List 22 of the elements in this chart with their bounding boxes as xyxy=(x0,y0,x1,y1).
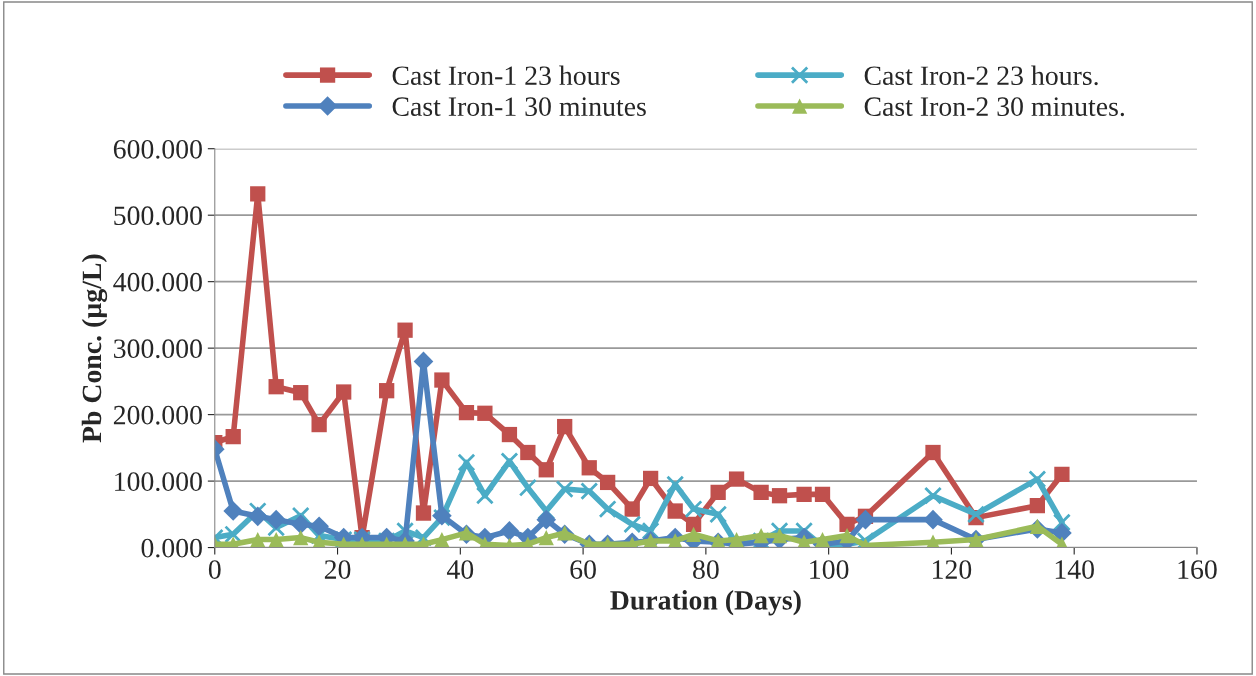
legend-label: Cast Iron-1 23 hours xyxy=(392,65,620,86)
x-tick-label: 0 xyxy=(208,560,221,579)
x-tick-label: 100 xyxy=(810,560,849,579)
x-tick-label: 20 xyxy=(324,560,351,579)
y-tick-label: 400.000 xyxy=(113,272,202,292)
x-tick-label: 160 xyxy=(1178,560,1217,579)
x-axis-title: Duration (Days) xyxy=(610,590,801,616)
y-tick-label: 200.000 xyxy=(113,405,202,425)
legend-label: Cast Iron-1 30 minutes xyxy=(392,97,646,117)
y-tick-label: 100.000 xyxy=(115,472,202,492)
legend-label: Cast Iron-2 23 hours. xyxy=(864,65,1098,86)
x-tick-label: 140 xyxy=(1055,560,1094,579)
x-tick-label: 60 xyxy=(570,560,596,579)
x-tick-label: 40 xyxy=(446,560,474,579)
y-tick-label: 300.000 xyxy=(114,339,202,359)
legend-label: Cast Iron-2 30 minutes. xyxy=(864,97,1124,117)
y-axis-title: Pb Conc. (µg/L) xyxy=(81,254,108,443)
y-tick-label: 500.000 xyxy=(114,206,202,226)
y-tick-label: 600.000 xyxy=(113,139,202,159)
x-tick-label: 80 xyxy=(693,560,719,579)
x-tick-label: 120 xyxy=(933,560,972,579)
y-tick-label: 0.000 xyxy=(141,538,202,558)
